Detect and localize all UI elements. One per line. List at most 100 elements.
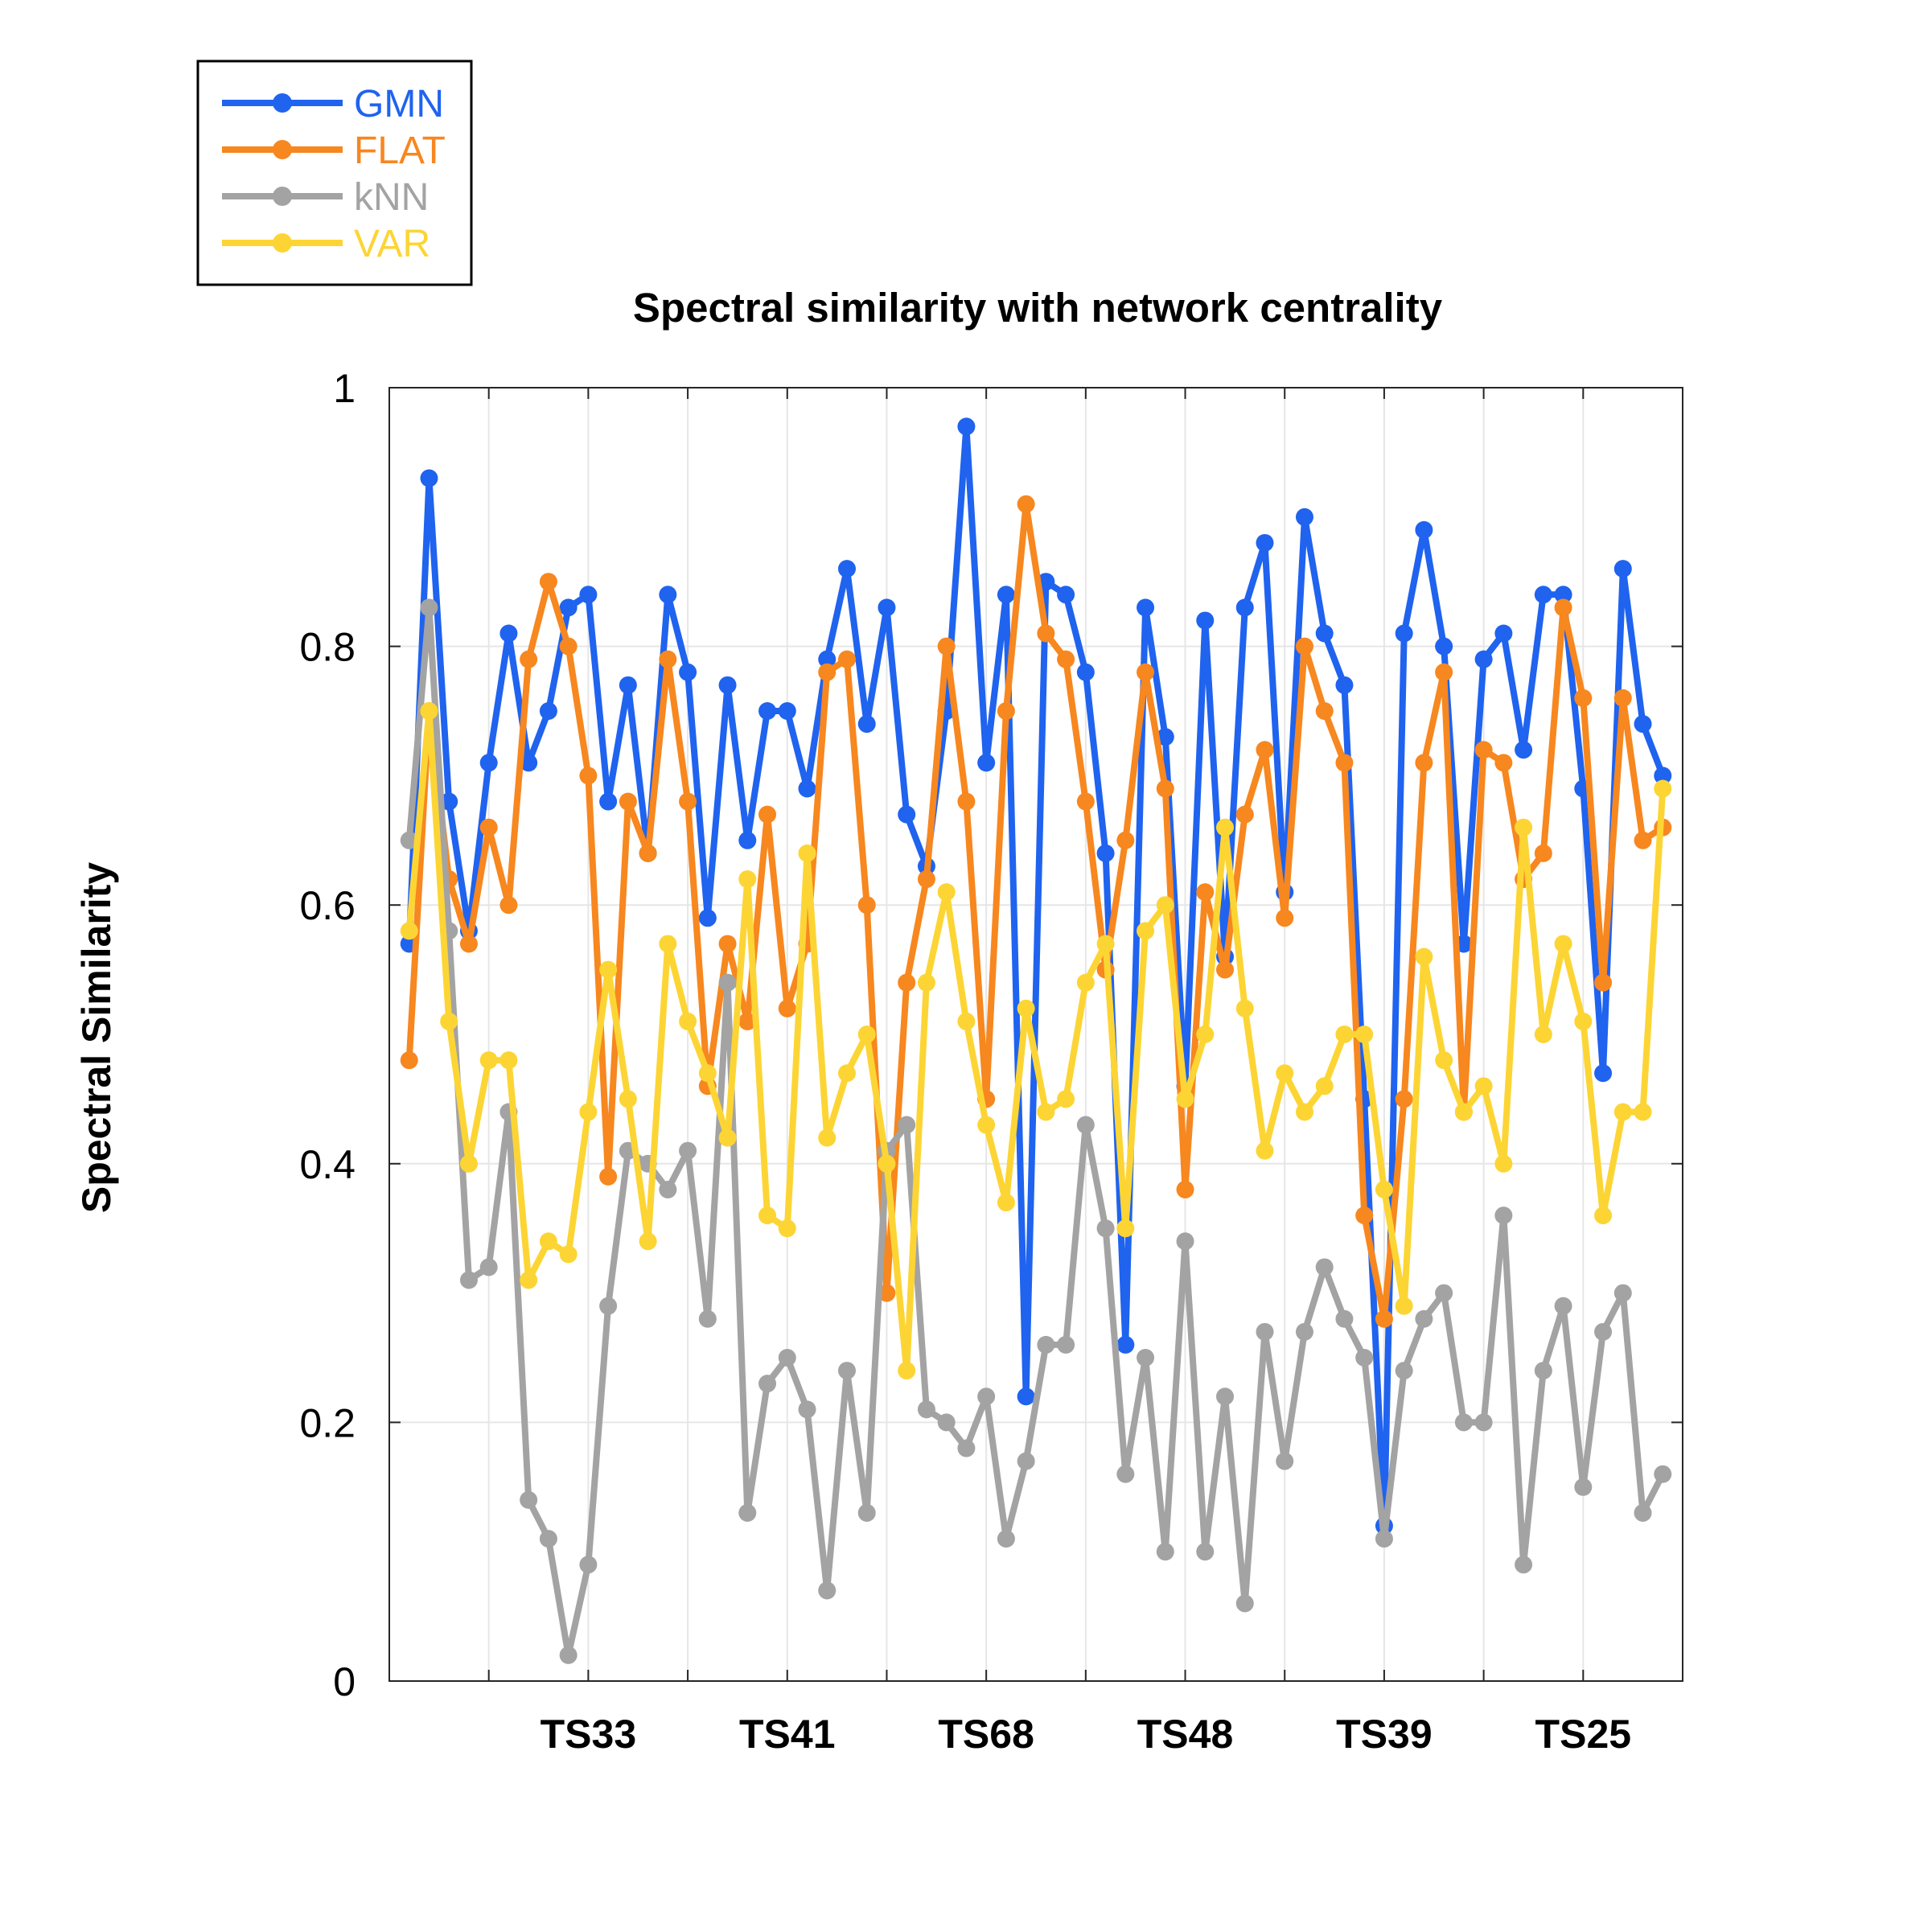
data-point-flat [520, 650, 538, 668]
data-point-gmn [1554, 586, 1572, 604]
data-point-knn [1176, 1232, 1194, 1251]
data-point-flat [619, 792, 637, 811]
data-point-var [1375, 1180, 1393, 1198]
data-point-flat [1494, 754, 1513, 772]
data-point-flat [1613, 689, 1632, 707]
series-lines [400, 417, 1672, 1664]
y-tick-label: 0.4 [299, 1142, 356, 1187]
data-point-gmn [659, 586, 677, 604]
data-point-gmn [1594, 1064, 1613, 1083]
data-point-var [778, 1219, 796, 1238]
data-point-flat [957, 792, 976, 811]
data-point-gmn [1295, 508, 1313, 526]
data-point-knn [937, 1413, 956, 1432]
data-point-flat [1176, 1180, 1194, 1198]
data-point-var [917, 973, 935, 992]
legend-label: GMN [354, 83, 444, 125]
data-point-gmn [619, 676, 637, 694]
legend-box [196, 60, 473, 286]
data-point-knn [977, 1387, 996, 1406]
data-point-gmn [778, 702, 796, 720]
data-point-gmn [579, 586, 598, 604]
data-point-var [1037, 1103, 1055, 1121]
data-point-knn [1315, 1258, 1334, 1276]
data-point-gmn [738, 831, 757, 849]
legend-marker [273, 140, 292, 159]
data-point-var [1116, 1219, 1135, 1238]
data-point-knn [1474, 1413, 1493, 1432]
data-point-gmn [1057, 586, 1075, 604]
data-point-flat [1116, 831, 1135, 849]
data-point-knn [1216, 1387, 1235, 1406]
data-point-var [440, 1012, 458, 1030]
data-point-var [738, 870, 757, 889]
data-point-knn [1613, 1284, 1632, 1302]
data-point-flat [778, 999, 796, 1017]
data-point-gmn [559, 598, 578, 617]
data-point-var [957, 1012, 976, 1030]
legend-entry-var: VAR [222, 223, 430, 265]
data-point-knn [1037, 1335, 1055, 1354]
data-point-knn [798, 1400, 816, 1419]
data-point-var [1057, 1090, 1075, 1108]
data-point-var [619, 1090, 637, 1108]
series-knn [400, 598, 1672, 1664]
x-tick-label: TS68 [938, 1712, 1034, 1757]
data-point-knn [1137, 1349, 1155, 1367]
data-point-var [1515, 818, 1533, 837]
data-point-gmn [1654, 767, 1672, 785]
data-point-flat [479, 818, 498, 837]
data-point-var [520, 1271, 538, 1289]
data-point-var [698, 1064, 717, 1083]
data-point-knn [1515, 1556, 1533, 1574]
chart-title: Spectral similarity with network central… [633, 285, 1443, 331]
data-point-knn [420, 598, 438, 617]
data-point-gmn [599, 792, 618, 811]
y-tick-label: 0.2 [299, 1400, 356, 1445]
data-point-gmn [878, 598, 896, 617]
data-point-flat [659, 650, 677, 668]
data-point-knn [837, 1362, 856, 1380]
data-point-flat [639, 844, 657, 862]
plot-area: 0 0.2 0.4 0.6 0.8 1 TS33 TS41 TS68 TS48 TS39 TS25 [299, 366, 1683, 1757]
data-point-flat [1395, 1090, 1413, 1108]
x-tick-label: TS41 [739, 1712, 836, 1757]
data-point-var [1176, 1090, 1194, 1108]
data-point-var [1654, 779, 1672, 798]
data-point-knn [857, 1503, 876, 1522]
data-point-flat [1355, 1206, 1374, 1225]
data-point-knn [659, 1180, 677, 1198]
data-point-gmn [1137, 598, 1155, 617]
data-point-knn [1534, 1362, 1552, 1380]
data-point-flat [459, 935, 478, 953]
data-point-gmn [1235, 598, 1254, 617]
data-point-gmn [718, 676, 737, 694]
data-point-var [1315, 1077, 1334, 1095]
legend-label: kNN [354, 176, 429, 219]
data-point-flat [559, 637, 578, 656]
data-point-knn [818, 1581, 837, 1600]
data-point-knn [1375, 1530, 1393, 1548]
data-point-flat [1295, 637, 1313, 656]
data-point-gmn [440, 792, 458, 811]
data-point-gmn [1315, 624, 1334, 643]
axis-ticks: 0 0.2 0.4 0.6 0.8 1 TS33 TS41 TS68 TS48 TS39 TS25 [299, 366, 1683, 1757]
data-point-knn [718, 973, 737, 992]
x-tick-label: TS25 [1535, 1712, 1632, 1757]
data-point-gmn [520, 754, 538, 772]
data-point-knn [1335, 1309, 1354, 1328]
plot-frame [388, 387, 1683, 1682]
data-point-gmn [539, 702, 557, 720]
data-point-var [1494, 1154, 1513, 1173]
data-point-var [898, 1362, 916, 1380]
data-point-flat [499, 896, 518, 915]
y-tick-label: 1 [333, 366, 356, 411]
data-point-gmn [1534, 586, 1552, 604]
legend-label: VAR [354, 223, 430, 265]
data-point-knn [599, 1297, 618, 1315]
data-point-flat [738, 1012, 757, 1030]
data-point-var [1574, 1012, 1593, 1030]
data-point-knn [1574, 1478, 1593, 1496]
data-point-flat [818, 663, 837, 681]
data-point-var [1355, 1026, 1374, 1043]
